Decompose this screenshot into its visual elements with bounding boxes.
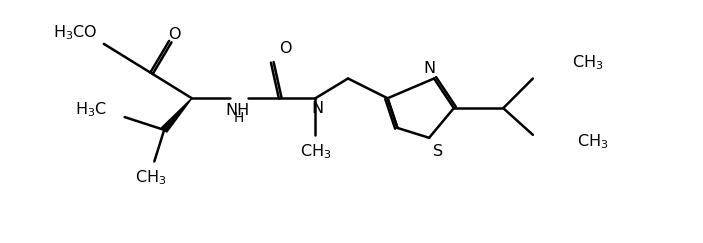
Text: S: S: [433, 144, 443, 159]
Text: H: H: [233, 111, 243, 125]
Text: N: N: [423, 61, 435, 76]
Text: CH$_3$: CH$_3$: [134, 168, 166, 187]
Text: H$_3$C: H$_3$C: [75, 101, 107, 120]
Text: O: O: [168, 26, 180, 42]
Text: H$_3$CO: H$_3$CO: [53, 24, 98, 42]
Text: CH$_3$: CH$_3$: [577, 132, 609, 151]
Text: O: O: [280, 41, 292, 56]
Polygon shape: [162, 98, 192, 132]
Text: CH$_3$: CH$_3$: [572, 53, 604, 72]
Text: N: N: [311, 101, 323, 116]
Text: NH: NH: [225, 103, 250, 118]
Text: CH$_3$: CH$_3$: [299, 142, 331, 161]
